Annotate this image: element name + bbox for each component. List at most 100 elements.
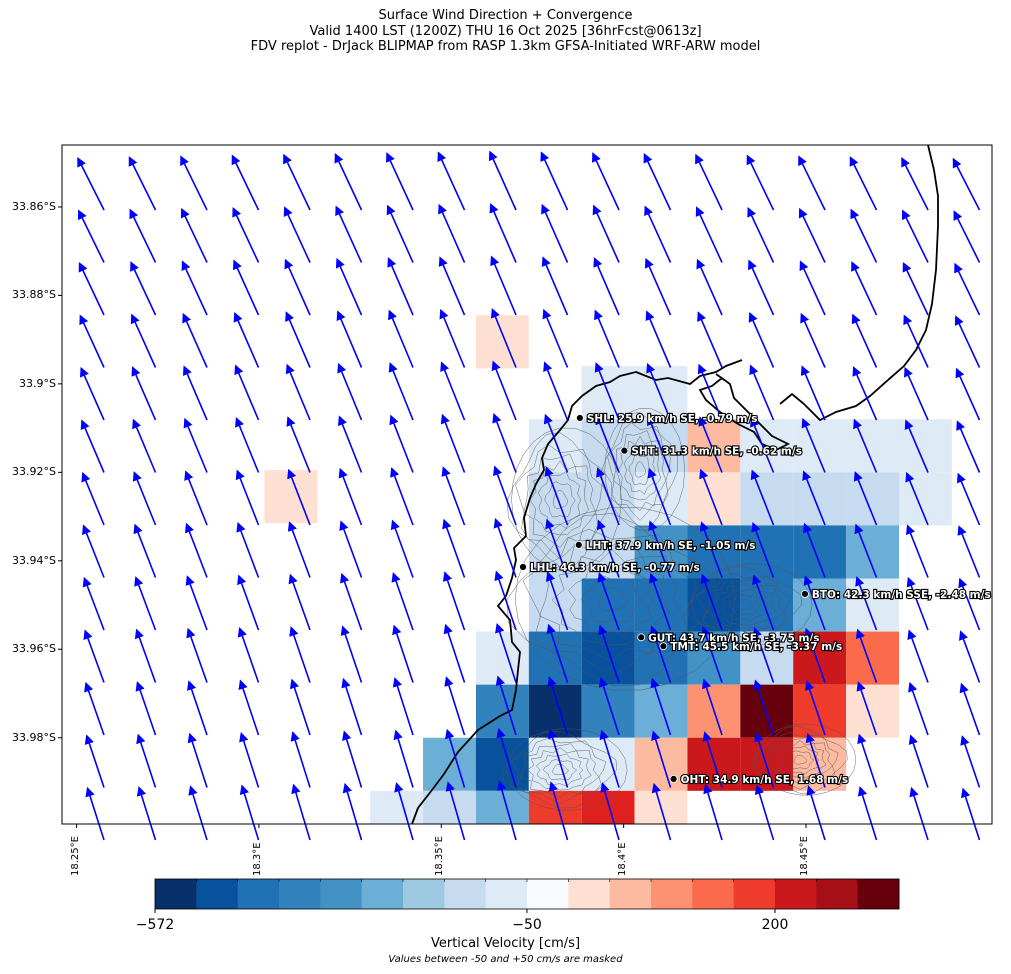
- contour-line: [511, 738, 607, 804]
- wind-arrow: [235, 417, 260, 473]
- station-label: SHL: 25.9 km/h SE, -0.79 m/s: [587, 413, 758, 425]
- wind-arrow: [701, 678, 723, 736]
- wind-arrow: [908, 681, 929, 736]
- convergence-cell: [846, 578, 899, 632]
- wind-arrow: [591, 152, 620, 211]
- wind-arrow: [443, 623, 466, 683]
- colorbar-swatch: [403, 879, 445, 909]
- convergence-cell: [740, 631, 794, 685]
- wind-arrow: [703, 783, 723, 841]
- convergence-cell: [475, 737, 529, 791]
- wind-arrow: [182, 365, 208, 421]
- wind-arrow: [183, 417, 208, 473]
- wind-arrow: [960, 735, 981, 788]
- wind-arrow: [334, 152, 363, 211]
- wind-arrow: [337, 415, 363, 473]
- wind-arrow: [390, 519, 414, 578]
- wind-arrow: [394, 782, 414, 841]
- convergence-cell: [740, 684, 794, 738]
- wind-arrow: [80, 366, 105, 421]
- wind-arrow: [80, 419, 105, 473]
- colorbar-swatch: [155, 879, 197, 909]
- wind-arrow: [338, 467, 363, 526]
- wind-arrow: [548, 781, 569, 841]
- wind-arrow: [594, 309, 620, 368]
- convergence-cell: [634, 737, 688, 791]
- colorbar-swatch: [361, 879, 404, 909]
- convergence-cell: [528, 631, 582, 685]
- wind-arrow: [754, 784, 775, 841]
- wind-arrow: [696, 258, 723, 316]
- colorbar-swatch: [485, 879, 528, 909]
- contour-line: [544, 481, 576, 518]
- wind-arrow: [901, 156, 929, 211]
- convergence-cell: [581, 472, 635, 526]
- colorbar-label: Vertical Velocity [cm/s]: [430, 936, 581, 951]
- wind-arrow: [799, 260, 826, 316]
- wind-arrow: [81, 471, 105, 526]
- wind-arrow: [955, 367, 981, 421]
- wind-arrow: [956, 472, 981, 526]
- convergence-cell: [793, 631, 847, 685]
- wind-arrow: [239, 784, 260, 841]
- wind-arrow: [952, 157, 981, 211]
- wind-arrow: [386, 204, 414, 263]
- convergence-cell: [793, 472, 847, 526]
- wind-arrow: [702, 731, 723, 788]
- wind-arrow: [800, 365, 826, 421]
- wind-arrow: [753, 679, 775, 736]
- wind-arrow: [336, 310, 363, 368]
- y-tick-label: 33.96°S: [12, 642, 56, 656]
- wind-arrow: [180, 207, 208, 263]
- contour-line: [568, 563, 655, 637]
- wind-arrow: [342, 730, 363, 788]
- wind-arrow: [234, 364, 260, 421]
- wind-arrow: [130, 261, 157, 316]
- y-tick-label: 33.98°S: [12, 730, 56, 744]
- convergence-cell: [528, 578, 582, 632]
- wind-arrow: [747, 207, 775, 263]
- contour-line: [613, 430, 667, 511]
- wind-arrow: [543, 413, 569, 473]
- contour-line: [628, 454, 652, 485]
- axis-ticks: [58, 206, 807, 828]
- coastline-west: [411, 359, 743, 825]
- y-tick-label: 33.9°S: [19, 376, 56, 390]
- wind-arrow: [541, 203, 569, 263]
- wind-arrow: [445, 781, 466, 841]
- wind-arrow: [540, 151, 569, 211]
- wind-arrow: [490, 255, 517, 316]
- wind-arrow: [597, 572, 620, 631]
- wind-arrow: [748, 312, 775, 368]
- wind-arrow: [754, 731, 775, 788]
- wind-arrow: [392, 624, 414, 683]
- contour-line: [538, 471, 582, 529]
- convergence-cell: [793, 684, 847, 738]
- wind-arrow: [392, 677, 414, 736]
- wind-arrow: [79, 314, 105, 368]
- station-dot: [519, 563, 527, 571]
- convergence-cell: [899, 419, 952, 473]
- contour-line: [506, 513, 717, 686]
- wind-arrow: [699, 521, 723, 578]
- contour-line: [623, 445, 656, 495]
- colorbar-swatch: [196, 879, 239, 909]
- station-dot: [669, 774, 678, 783]
- wind-arrow: [489, 203, 517, 263]
- wind-arrow: [77, 209, 105, 263]
- station-label: LHT: 37.9 km/h SE, -1.05 m/s: [586, 540, 756, 552]
- contour-line: [691, 563, 813, 646]
- wind-arrow: [801, 417, 826, 473]
- wind-arrow: [492, 413, 517, 473]
- wind-arrow: [181, 260, 208, 316]
- wind-arrow: [542, 308, 569, 368]
- contour-line: [728, 594, 763, 615]
- contour-line: [705, 578, 785, 633]
- wind-arrow: [129, 208, 157, 263]
- wind-arrow: [184, 522, 208, 578]
- convergence-cell: [846, 472, 899, 526]
- station-label: LHL: 46.3 km/h SE, -0.77 m/s: [530, 562, 700, 574]
- wind-arrow: [695, 206, 723, 263]
- wind-arrow: [291, 783, 311, 841]
- contour-line: [779, 745, 820, 775]
